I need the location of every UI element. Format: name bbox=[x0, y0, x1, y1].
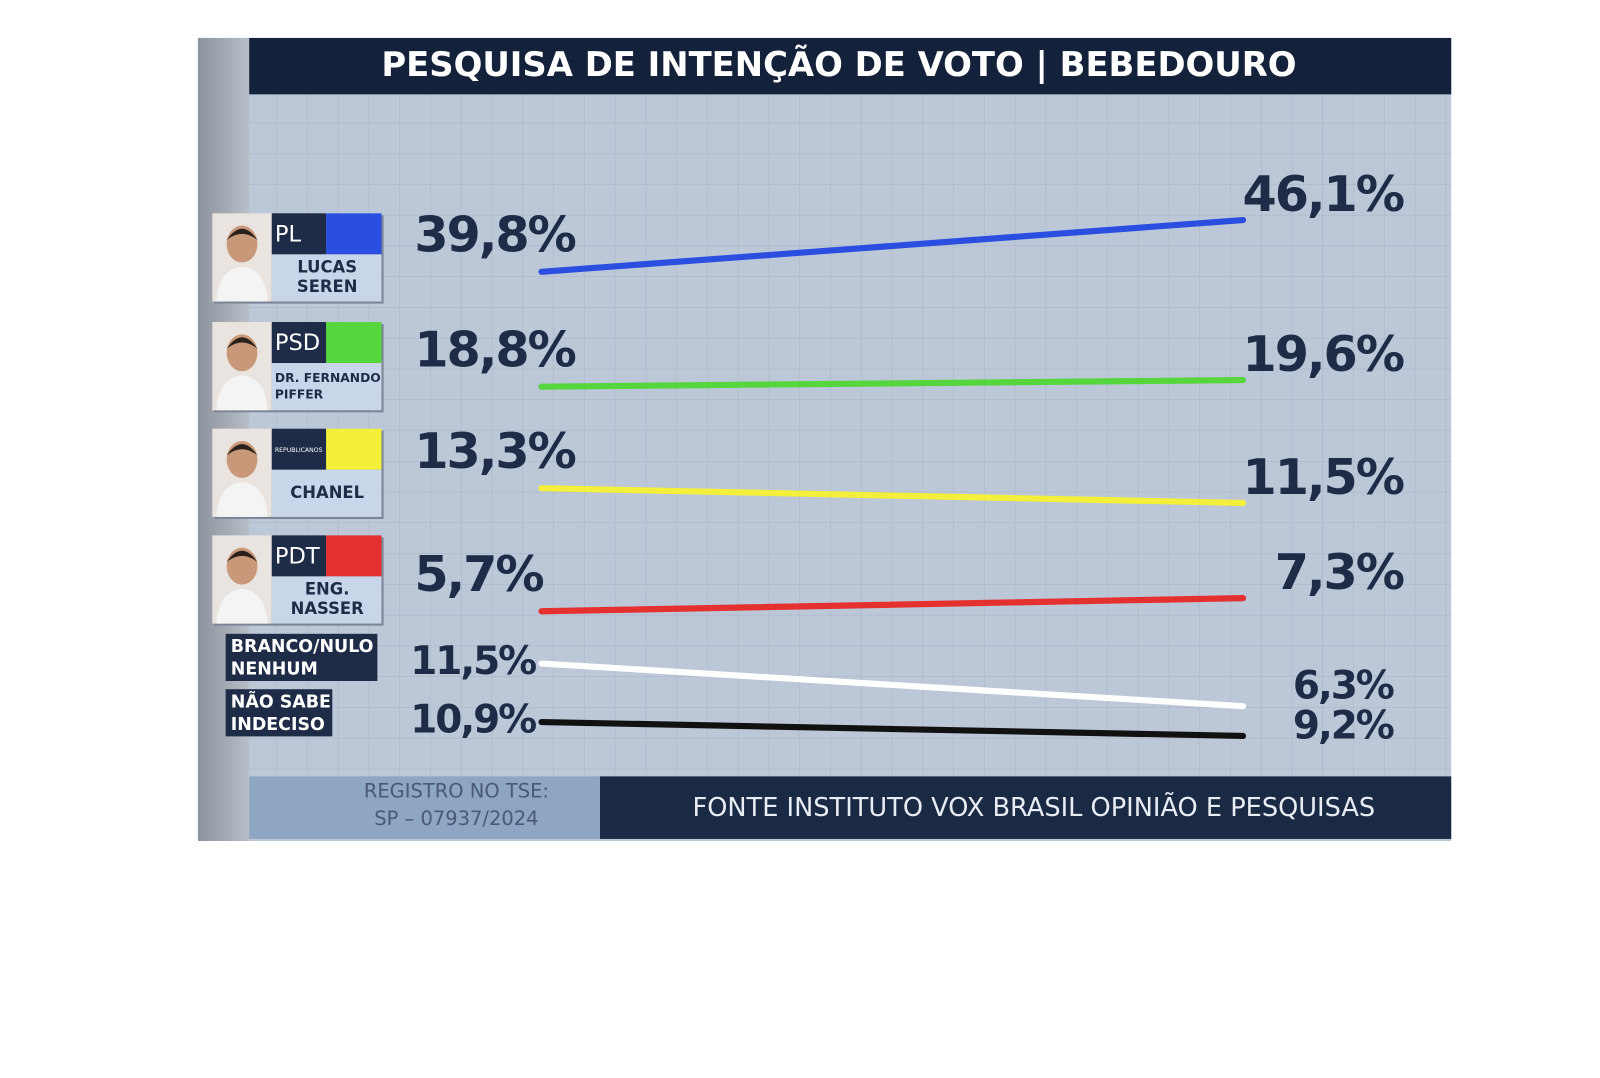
party: PSD bbox=[275, 330, 320, 356]
photo-hair bbox=[226, 444, 258, 456]
photo-body bbox=[216, 482, 268, 517]
start-label: 5,7% bbox=[414, 545, 543, 603]
start-label: 10,9% bbox=[410, 698, 536, 743]
party-color bbox=[326, 322, 382, 364]
registry: SP – 07937/2024 bbox=[374, 807, 538, 830]
chart-title: PESQUISA DE INTENÇÃO DE VOTO | BEBEDOURO bbox=[381, 44, 1296, 84]
party-color bbox=[326, 535, 382, 577]
party-box bbox=[271, 322, 327, 364]
end-label: 11,5% bbox=[1243, 448, 1404, 506]
label-box bbox=[225, 633, 378, 681]
photo-hair bbox=[226, 228, 258, 240]
source: FONTE INSTITUTO VOX BRASIL OPINIÃO E PES… bbox=[692, 792, 1375, 823]
candidate-name: PIFFER bbox=[275, 387, 324, 401]
option-name: NENHUM bbox=[231, 660, 318, 680]
photo-body bbox=[216, 266, 268, 302]
slope-line bbox=[538, 595, 1247, 615]
grid bbox=[249, 94, 1452, 777]
name-box bbox=[271, 254, 382, 302]
name-box bbox=[271, 363, 382, 411]
party-box bbox=[271, 428, 327, 470]
candidate-name: DR. FERNANDO bbox=[275, 371, 381, 385]
label-box bbox=[225, 689, 333, 737]
candidate-name: LUCAS bbox=[297, 258, 357, 277]
slope-line bbox=[538, 660, 1247, 710]
start-label: 39,8% bbox=[414, 205, 575, 263]
graphic: PESQUISA DE INTENÇÃO DE VOTO | BEBEDOURO… bbox=[197, 37, 1452, 841]
name-box bbox=[271, 576, 382, 624]
candidate-name: ENG. bbox=[305, 580, 350, 599]
end-label: 9,2% bbox=[1293, 703, 1394, 748]
end-label: 6,3% bbox=[1293, 663, 1394, 708]
source-box bbox=[599, 776, 1452, 839]
start-label: 11,5% bbox=[410, 639, 536, 684]
option-name: INDECISO bbox=[231, 715, 325, 735]
end-label: 7,3% bbox=[1275, 543, 1404, 601]
party-color bbox=[326, 428, 382, 470]
title-bar bbox=[249, 37, 1452, 95]
slope-line bbox=[538, 377, 1247, 390]
end-label: 19,6% bbox=[1243, 325, 1404, 383]
party: REPUBLICANOS bbox=[275, 447, 323, 454]
photo-body bbox=[216, 588, 268, 624]
slope-line bbox=[538, 718, 1247, 740]
candidate-name: CHANEL bbox=[290, 483, 364, 502]
party: PDT bbox=[275, 543, 320, 569]
party-box bbox=[271, 535, 327, 577]
option-name: BRANCO/NULO bbox=[231, 637, 374, 657]
party: PL bbox=[275, 221, 302, 247]
candidate-name: NASSER bbox=[291, 599, 364, 618]
option-name: NÃO SABE bbox=[231, 690, 331, 713]
candidate-name: SEREN bbox=[297, 277, 358, 296]
photo-body bbox=[216, 375, 268, 411]
photo-hair bbox=[226, 337, 258, 349]
slope-line bbox=[538, 485, 1247, 507]
party-box bbox=[271, 213, 327, 255]
start-label: 13,3% bbox=[414, 422, 575, 480]
photo-hair bbox=[226, 550, 258, 563]
end-label: 46,1% bbox=[1243, 165, 1404, 223]
party-color bbox=[326, 213, 382, 255]
slope-line bbox=[538, 217, 1247, 275]
registry-box bbox=[249, 776, 600, 839]
start-label: 18,8% bbox=[414, 320, 575, 378]
registry: REGISTRO NO TSE: bbox=[364, 779, 549, 802]
name-box bbox=[271, 469, 382, 517]
